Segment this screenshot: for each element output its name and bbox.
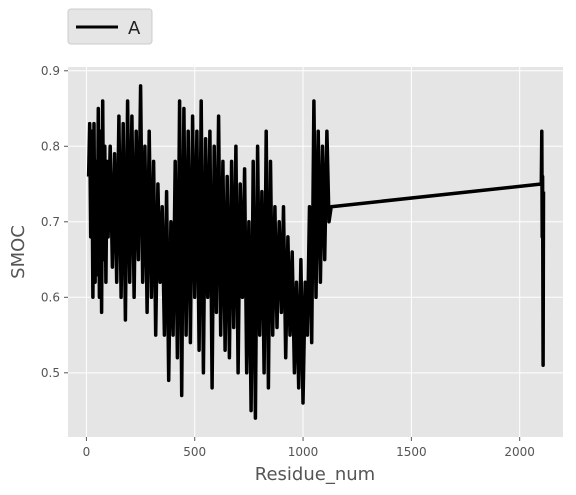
x-tick-label: 2000 xyxy=(504,445,535,459)
series-line-a xyxy=(86,84,546,420)
legend-label: A xyxy=(128,18,141,39)
y-tick-label: 0.7 xyxy=(41,215,60,229)
axis-ticks: 0 500 1000 1500 2000 0.5 0.6 0.7 0.8 0.9 xyxy=(41,64,535,459)
y-tick-label: 0.5 xyxy=(41,366,60,380)
y-axis-title: SMOC xyxy=(8,225,29,279)
y-tick-label: 0.6 xyxy=(41,290,60,304)
x-tick-label: 1000 xyxy=(288,445,319,459)
y-tick-label: 0.8 xyxy=(41,139,60,153)
x-axis-title: Residue_num xyxy=(255,464,375,485)
y-tick-label: 0.9 xyxy=(41,64,60,78)
x-tick-label: 500 xyxy=(183,445,206,459)
x-tick-label: 0 xyxy=(83,445,91,459)
x-tick-label: 1500 xyxy=(396,445,427,459)
series-lines xyxy=(86,84,546,420)
legend: A xyxy=(67,8,153,45)
